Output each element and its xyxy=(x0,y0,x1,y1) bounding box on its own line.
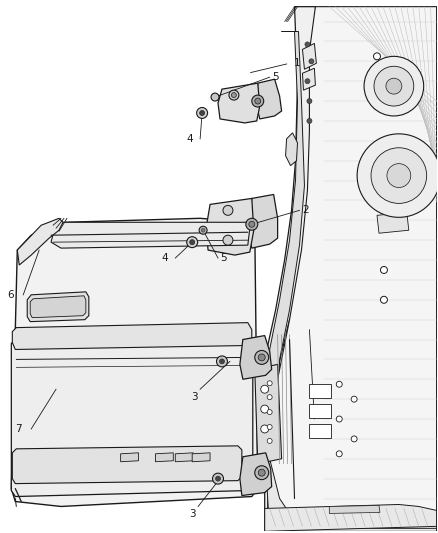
Circle shape xyxy=(252,95,264,107)
Circle shape xyxy=(374,53,381,60)
Circle shape xyxy=(255,466,268,480)
Circle shape xyxy=(305,79,310,84)
Polygon shape xyxy=(257,79,282,119)
Circle shape xyxy=(261,425,268,433)
Polygon shape xyxy=(120,453,138,462)
Circle shape xyxy=(374,102,381,109)
Circle shape xyxy=(305,42,310,47)
Polygon shape xyxy=(12,446,242,483)
Polygon shape xyxy=(303,68,315,90)
Circle shape xyxy=(258,354,265,361)
Polygon shape xyxy=(286,133,297,166)
Text: 6: 6 xyxy=(7,290,14,300)
Polygon shape xyxy=(265,449,437,531)
Polygon shape xyxy=(270,6,437,531)
Polygon shape xyxy=(309,424,331,438)
Circle shape xyxy=(336,416,342,422)
Polygon shape xyxy=(12,322,252,350)
Polygon shape xyxy=(303,43,316,69)
Circle shape xyxy=(258,469,265,476)
Circle shape xyxy=(223,235,233,245)
Circle shape xyxy=(307,99,312,103)
Circle shape xyxy=(307,118,312,124)
Text: 1: 1 xyxy=(293,58,300,68)
Polygon shape xyxy=(265,6,321,531)
Circle shape xyxy=(219,359,224,364)
Circle shape xyxy=(223,205,233,215)
Circle shape xyxy=(211,93,219,101)
Circle shape xyxy=(357,134,438,217)
Circle shape xyxy=(229,90,239,100)
Circle shape xyxy=(200,110,205,116)
Text: 7: 7 xyxy=(15,424,22,434)
Circle shape xyxy=(364,56,424,116)
Circle shape xyxy=(255,98,261,104)
Polygon shape xyxy=(255,365,282,464)
Polygon shape xyxy=(30,296,86,318)
Polygon shape xyxy=(377,212,409,233)
Polygon shape xyxy=(17,219,63,265)
Circle shape xyxy=(261,385,268,393)
Circle shape xyxy=(309,59,314,64)
Circle shape xyxy=(199,226,207,234)
Circle shape xyxy=(187,237,198,248)
Circle shape xyxy=(267,424,272,430)
Polygon shape xyxy=(265,504,437,531)
Polygon shape xyxy=(192,453,210,462)
Circle shape xyxy=(231,93,237,98)
Circle shape xyxy=(336,381,342,387)
Circle shape xyxy=(371,148,427,204)
Circle shape xyxy=(190,240,194,245)
Circle shape xyxy=(267,381,272,386)
Polygon shape xyxy=(11,335,253,497)
Polygon shape xyxy=(27,292,89,321)
Circle shape xyxy=(212,473,223,484)
Polygon shape xyxy=(51,222,250,248)
Circle shape xyxy=(267,394,272,400)
Text: 3: 3 xyxy=(191,392,198,402)
Circle shape xyxy=(197,108,208,118)
Circle shape xyxy=(215,476,220,481)
Polygon shape xyxy=(155,453,173,462)
Polygon shape xyxy=(268,31,304,531)
Circle shape xyxy=(386,78,402,94)
Polygon shape xyxy=(175,453,193,462)
Polygon shape xyxy=(206,198,254,255)
Polygon shape xyxy=(309,404,331,418)
Circle shape xyxy=(267,409,272,415)
Polygon shape xyxy=(309,384,331,398)
Text: 4: 4 xyxy=(186,134,193,144)
Circle shape xyxy=(336,451,342,457)
Circle shape xyxy=(351,436,357,442)
Circle shape xyxy=(216,356,227,367)
Circle shape xyxy=(381,296,388,303)
Circle shape xyxy=(374,66,414,106)
Text: 4: 4 xyxy=(161,253,168,263)
Circle shape xyxy=(351,396,357,402)
Circle shape xyxy=(261,405,268,413)
Polygon shape xyxy=(11,219,258,506)
Polygon shape xyxy=(218,83,260,123)
Text: 3: 3 xyxy=(189,510,195,520)
Circle shape xyxy=(201,228,205,232)
Polygon shape xyxy=(240,336,272,379)
Circle shape xyxy=(246,219,258,230)
Text: 5: 5 xyxy=(220,253,226,263)
Circle shape xyxy=(381,266,388,273)
Circle shape xyxy=(387,164,411,188)
Circle shape xyxy=(249,221,255,227)
Text: 5: 5 xyxy=(273,72,279,82)
Circle shape xyxy=(267,439,272,443)
Text: 2: 2 xyxy=(303,205,309,215)
Circle shape xyxy=(255,351,268,365)
Polygon shape xyxy=(240,453,272,496)
Polygon shape xyxy=(329,505,380,513)
Polygon shape xyxy=(248,195,278,248)
